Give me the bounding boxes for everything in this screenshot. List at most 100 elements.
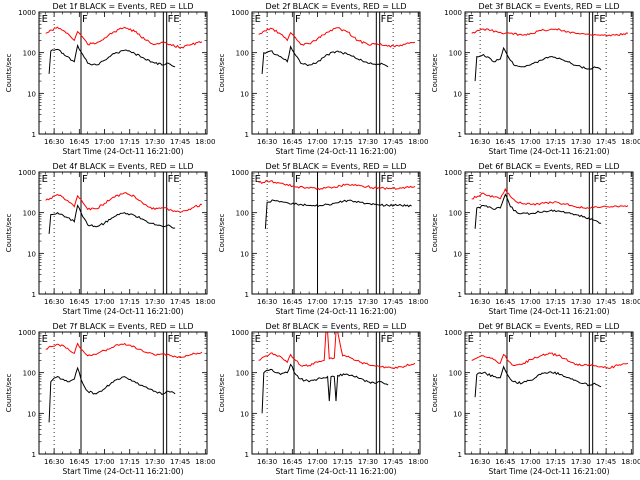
x-tick-label: 17:30 [571,138,591,146]
x-axis-label: Start Time (24-Oct-11 16:21:00) [62,467,183,476]
x-tick-label: 17:45 [596,298,616,306]
x-tick-label: 16:30 [257,458,277,466]
x-tick-label: 17:45 [383,298,403,306]
x-tick-label: 18:00 [621,458,640,466]
y-tick-label: 1000 [18,329,36,337]
y-tick-label: 1 [32,131,36,139]
x-tick-label: 17:30 [358,138,378,146]
chart-title: Det 6f BLACK = Events, RED = LLD [478,162,619,171]
marker-label-f: F [82,174,88,185]
chart-panel-9: Det 9f BLACK = Events, RED = LLD Counts/s… [431,322,640,476]
x-tick-label: 18:00 [408,458,428,466]
chart-title: Det 2f BLACK = Events, RED = LLD [265,2,406,11]
x-tick-label: 16:30 [44,458,64,466]
x-axis-label: Start Time (24-Oct-11 16:21:00) [488,307,609,316]
x-tick-label: 17:30 [571,458,591,466]
y-axis-label: Counts/sec [431,374,439,413]
y-tick-label: 1000 [444,169,462,177]
chart-title: Det 8f BLACK = Events, RED = LLD [265,322,406,331]
plot-frame [251,11,421,135]
x-tick-label: 17:15 [333,138,353,146]
marker-label-e: E [42,174,48,185]
marker-label-f: F [295,174,301,185]
y-axis-label: Counts/sec [431,54,439,93]
y-tick-label: 10 [240,90,249,98]
marker-label-f: F [295,14,301,25]
x-tick-label: 17:45 [383,138,403,146]
x-tick-label: 17:15 [120,458,140,466]
series-line-lld [258,27,416,48]
y-tick-label: 10 [27,250,36,258]
x-tick-label: 16:30 [470,458,490,466]
y-tick-label: 10 [453,90,462,98]
marker-label-f: F [508,334,514,345]
x-tick-label: 16:45 [495,458,515,466]
marker-label-f: F [82,14,88,25]
plot-frame [38,171,208,295]
series-line-lld [45,26,203,49]
x-axis-label: Start Time (24-Oct-11 16:21:00) [62,307,183,316]
plot-frame [251,331,421,455]
chart-panel-1: Det 1f BLACK = Events, RED = LLD Counts/s… [5,2,215,156]
y-tick-label: 1000 [231,329,249,337]
chart-title: Det 5f BLACK = Events, RED = LLD [265,162,406,171]
y-tick-label: 1 [458,131,462,139]
series-line-lld [471,352,629,370]
y-tick-label: 1 [245,291,249,299]
plot-frame [464,331,634,455]
y-tick-label: 100 [236,50,249,58]
y-tick-label: 10 [453,250,462,258]
y-axis-label: Counts/sec [5,54,13,93]
x-axis-label: Start Time (24-Oct-11 16:21:00) [488,467,609,476]
marker-label-f: F [508,174,514,185]
x-tick-label: 16:30 [470,298,490,306]
marker-label-e: E [468,174,474,185]
series-line-lld [471,27,629,37]
plot-frame [464,171,634,295]
x-tick-label: 18:00 [408,138,428,146]
series-line-lld [258,179,416,191]
y-tick-label: 1 [458,291,462,299]
x-tick-label: 18:00 [621,138,640,146]
y-tick-label: 100 [449,50,462,58]
x-tick-label: 17:15 [120,138,140,146]
x-tick-label: 17:45 [170,138,190,146]
marker-label-fe: FE [381,14,393,25]
series-line-events [48,204,176,234]
chart-title: Det 7f BLACK = Events, RED = LLD [52,322,193,331]
x-tick-label: 17:00 [307,138,327,146]
x-tick-label: 17:30 [358,458,378,466]
x-tick-label: 17:30 [571,298,591,306]
marker-label-fe: FE [168,334,180,345]
x-tick-label: 17:15 [333,458,353,466]
y-tick-label: 100 [23,370,36,378]
y-tick-label: 1000 [18,169,36,177]
x-tick-label: 17:15 [546,138,566,146]
x-tick-label: 16:45 [495,138,515,146]
x-tick-label: 16:45 [282,138,302,146]
series-line-events [48,366,176,423]
y-tick-label: 100 [23,50,36,58]
x-tick-label: 17:00 [307,298,327,306]
x-tick-label: 16:30 [257,138,277,146]
marker-label-e: E [468,334,474,345]
x-tick-label: 16:30 [44,138,64,146]
x-axis-label: Start Time (24-Oct-11 16:21:00) [275,307,396,316]
x-tick-label: 18:00 [195,138,215,146]
x-tick-label: 16:45 [69,298,89,306]
x-axis-label: Start Time (24-Oct-11 16:21:00) [275,147,396,156]
marker-label-e: E [42,14,48,25]
x-tick-label: 17:45 [170,458,190,466]
chart-panel-3: Det 3f BLACK = Events, RED = LLD Counts/s… [431,2,640,156]
y-axis-label: Counts/sec [218,374,226,413]
series-line-lld [258,331,416,369]
x-tick-label: 18:00 [621,298,640,306]
chart-panel-5: Det 5f BLACK = Events, RED = LLD Counts/s… [218,162,428,316]
y-tick-label: 100 [449,370,462,378]
chart-title: Det 1f BLACK = Events, RED = LLD [52,2,193,11]
x-tick-label: 16:45 [69,458,89,466]
series-line-lld [471,187,629,210]
series-line-events [48,43,176,74]
marker-label-fe: FE [594,334,606,345]
y-axis-label: Counts/sec [5,374,13,413]
